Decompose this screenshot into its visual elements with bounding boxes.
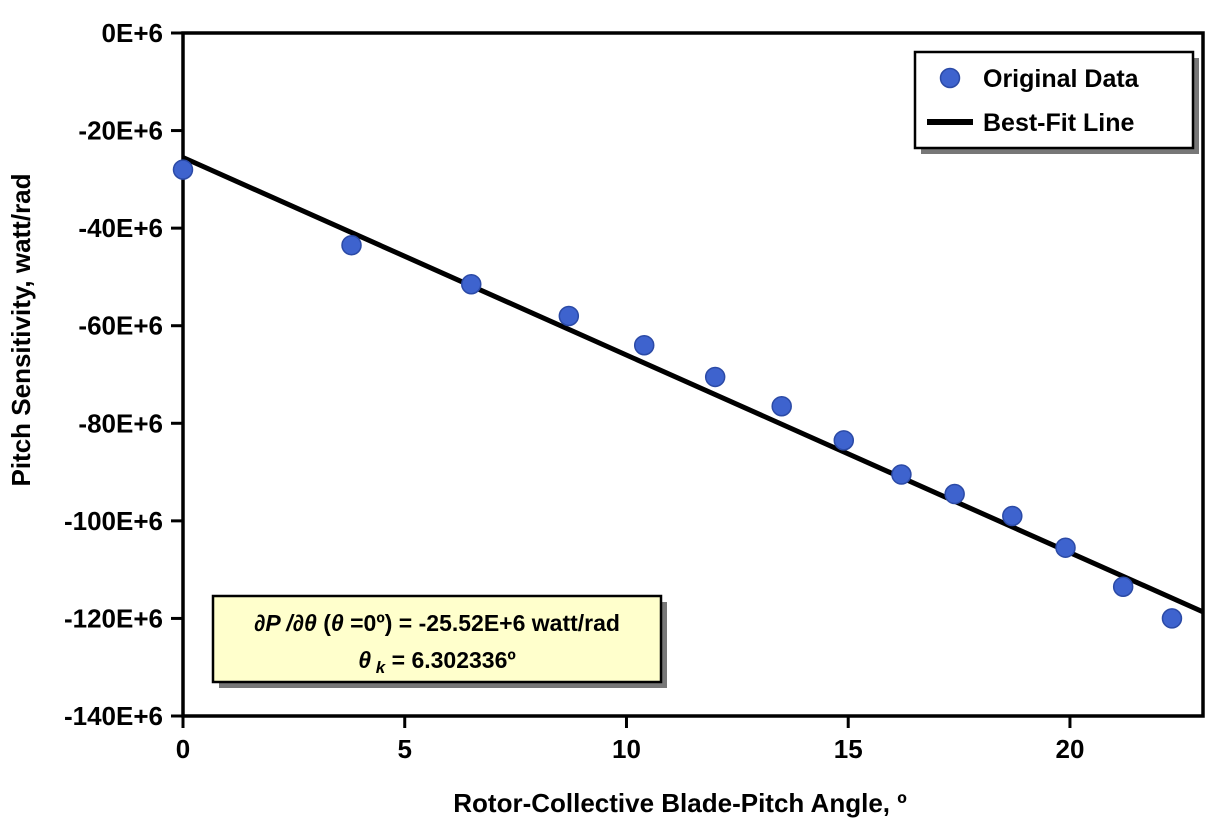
annotation-box: ∂P /∂θ (θ =0º) = -25.52E+6 watt/rad θ k =…: [211, 594, 667, 688]
series-layer: [172, 155, 1205, 629]
data-point: [1112, 576, 1134, 597]
y-tick-label: 0E+6: [102, 18, 163, 48]
legend-label: Best-Fit Line: [983, 109, 1134, 137]
annotation-frame: [211, 594, 663, 684]
data-point: [1002, 505, 1023, 527]
legend-label: Original Data: [983, 65, 1140, 93]
data-point: [891, 464, 912, 485]
y-tick-label: -20E+6: [78, 116, 163, 146]
y-tick-label: -100E+6: [64, 506, 163, 536]
x-tick-label: 15: [834, 734, 863, 764]
y-tick-label: -40E+6: [78, 213, 163, 243]
y-axis-title: Pitch Sensitivity, watt/rad: [6, 173, 36, 486]
x-tick-label: 5: [398, 734, 412, 764]
data-point: [172, 159, 194, 180]
legend-marker-circle: [939, 67, 961, 89]
annotation-line-1: ∂P /∂θ (θ =0º) = -25.52E+6 watt/rad: [254, 610, 620, 636]
data-point: [558, 305, 580, 327]
x-tick-label: 0: [176, 734, 190, 764]
axis-ticks-layer: 0 5 10 15 20 0E+6 -20E+6 -40E+6 -60E+6 -80E+6 -100…: [64, 18, 1084, 764]
data-point: [341, 234, 362, 256]
annotation-line-2: θ k = 6.302336º: [358, 647, 516, 677]
y-tick-label: -120E+6: [64, 603, 163, 633]
data-point: [633, 334, 655, 356]
legend: Original Data Best-Fit Line: [913, 50, 1199, 154]
data-point: [944, 483, 965, 505]
y-tick-label: -60E+6: [78, 311, 163, 341]
y-tick-label: -140E+6: [64, 701, 163, 731]
data-point: [1161, 608, 1183, 629]
legend-frame: [913, 50, 1195, 150]
data-point: [833, 430, 855, 451]
data-point: [461, 273, 482, 295]
data-point: [704, 366, 726, 388]
data-point: [1055, 537, 1076, 558]
x-tick-label: 20: [1055, 734, 1084, 764]
x-tick-label: 10: [612, 734, 641, 764]
best-fit-line: [181, 155, 1205, 615]
data-point: [771, 395, 792, 417]
y-tick-label: -80E+6: [78, 408, 163, 438]
x-axis-title: Rotor-Collective Blade-Pitch Angle, º: [453, 788, 907, 818]
